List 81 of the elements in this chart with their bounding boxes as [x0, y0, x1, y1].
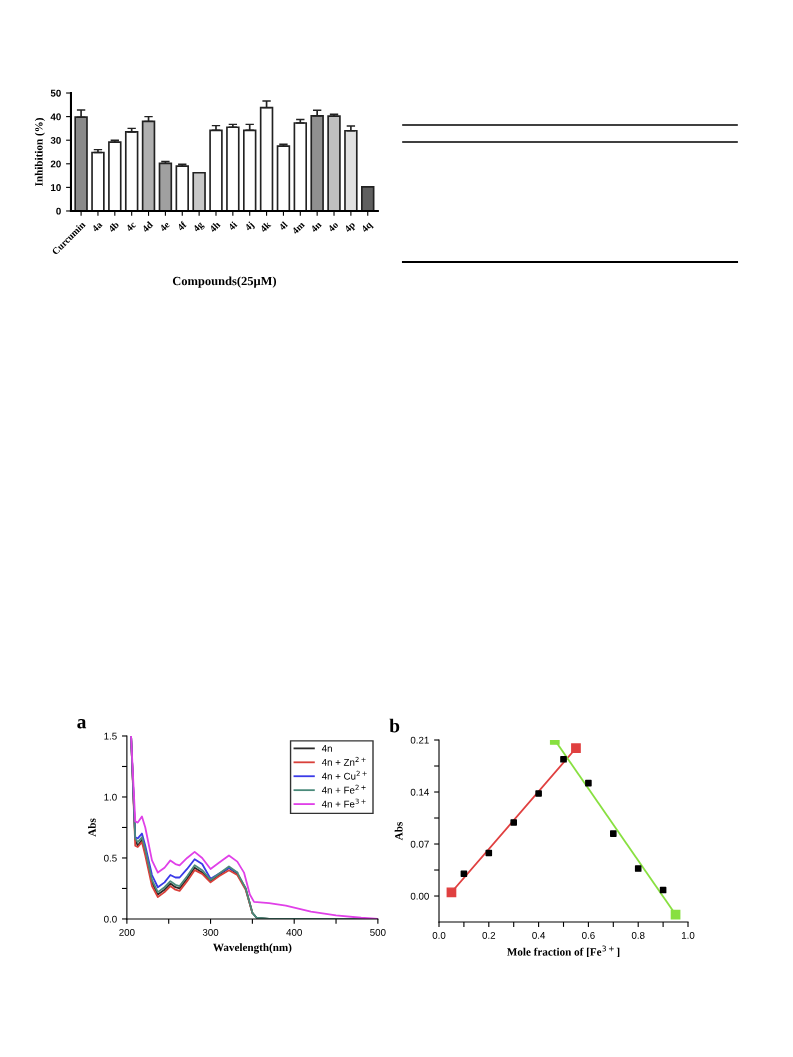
- legend-label: 4n + Cu$^{2+}$: [321, 770, 367, 780]
- x-tick-label: 0.4: [532, 932, 546, 939]
- point: [571, 743, 581, 754]
- x-tick-label: 4d: [141, 220, 154, 233]
- x-axis-title: Wavelength(nm): [213, 943, 292, 954]
- legend-label: 4n + Fe$^{3+}$: [321, 798, 366, 808]
- bar: [124, 131, 139, 211]
- bar: [192, 171, 206, 211]
- y-tick-label: 1.0: [104, 793, 117, 801]
- x-axis-title: Compounds(25μM): [172, 276, 277, 288]
- bar: [158, 162, 173, 211]
- bar: [344, 129, 358, 211]
- y-tick-label: 0.5: [104, 854, 117, 862]
- x-axis-title: Mole fraction of [Fe$^{3+}$]: [507, 945, 620, 958]
- legend-label: 4n + Zn$^{2+}$: [321, 756, 366, 766]
- y-tick-label: 0: [56, 207, 61, 215]
- y-tick-label: 10: [51, 184, 61, 191]
- x-tick-label: 4f: [176, 220, 188, 232]
- y-tick-label: 50: [50, 89, 61, 97]
- y-tick-label: 40: [50, 113, 61, 121]
- point: [610, 830, 617, 837]
- x-tick-label: 4b: [107, 220, 120, 233]
- point: [585, 779, 592, 787]
- point: [460, 870, 468, 878]
- x-tick-label: 400: [286, 928, 302, 936]
- legend-label: 4n + Fe$^{2+}$: [321, 784, 366, 794]
- point: [510, 819, 517, 826]
- x-tick-label: 4n: [310, 221, 322, 233]
- x-tick-label: 0.2: [482, 932, 496, 939]
- x-tick-label: 200: [119, 928, 135, 936]
- point: [634, 865, 642, 872]
- x-tick-label: 4i: [227, 220, 238, 231]
- bar: [226, 126, 240, 211]
- point: [535, 790, 542, 797]
- x-tick-label: 0.8: [631, 932, 645, 939]
- point: [560, 756, 567, 763]
- bar: [293, 122, 308, 211]
- bar: [327, 115, 341, 211]
- point: [446, 887, 457, 898]
- x-tick-label: 4g: [192, 220, 206, 234]
- bar: [108, 141, 122, 211]
- text: a: [77, 719, 87, 729]
- x-tick-label: 4c: [125, 221, 137, 232]
- bar: [276, 145, 291, 211]
- y-axis-title: Inhibition (%): [34, 118, 45, 187]
- x-tick-label: 4h: [208, 220, 221, 233]
- legend-label: 4n: [321, 745, 332, 752]
- y-tick-label: 0.14: [410, 788, 429, 796]
- x-tick-label: 1.0: [681, 932, 695, 939]
- y-tick-label: 0.07: [410, 840, 429, 848]
- bar: [141, 120, 156, 211]
- y-tick-label: 20: [50, 160, 61, 168]
- x-tick-label: 4e: [159, 221, 171, 232]
- x-tick-label: 4j: [244, 221, 256, 233]
- bar: [175, 165, 190, 211]
- bar: [74, 116, 88, 211]
- bar: [209, 129, 223, 211]
- bar: [91, 151, 105, 211]
- x-tick-label: 4o: [327, 221, 339, 233]
- x-tick-label: 4k: [259, 220, 272, 233]
- x-tick-label: 300: [202, 928, 219, 936]
- bar: [361, 186, 375, 211]
- x-tick-label: 4a: [91, 221, 103, 233]
- bar: [242, 129, 257, 211]
- y-tick-label: 0.00: [410, 892, 429, 900]
- x-tick-label: 0.0: [432, 932, 446, 939]
- y-tick-label: 0.21: [410, 736, 429, 744]
- bar: [310, 115, 324, 211]
- y-tick-label: 30: [50, 136, 61, 144]
- x-tick-label: 0.6: [582, 932, 595, 939]
- x-tick-label: 4m: [291, 221, 305, 235]
- x-tick-label: 500: [370, 928, 386, 936]
- y-axis-title: Abs: [88, 818, 96, 837]
- text: b: [389, 718, 400, 733]
- y-tick-label: 1.5: [104, 732, 117, 740]
- x-tick-label: 4q: [360, 221, 374, 235]
- x-tick-label: 4l: [278, 220, 289, 231]
- y-tick-label: 0.0: [104, 915, 117, 923]
- bar: [259, 106, 274, 211]
- y-axis-title: Abs: [394, 822, 403, 841]
- x-tick-label: 4p: [343, 221, 357, 235]
